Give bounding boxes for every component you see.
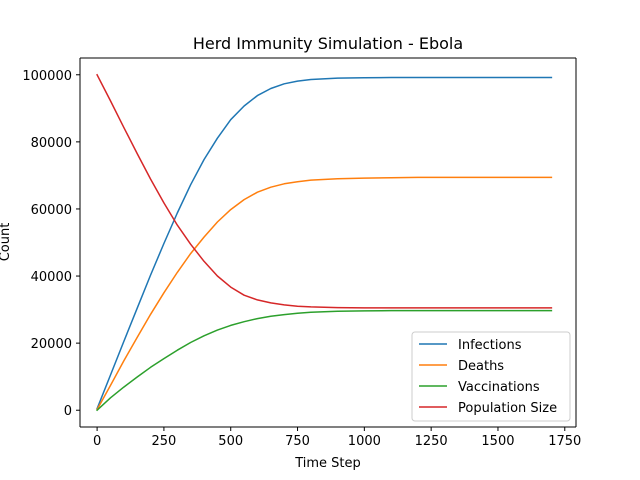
x-tick-label-0: 0 <box>93 434 101 449</box>
legend-label-3: Population Size <box>458 401 557 416</box>
series-line-1 <box>96 176 553 411</box>
x-axis-title: Time Step <box>294 456 361 471</box>
y-tick-label-3: 60000 <box>31 203 72 218</box>
y-axis-ticks: 0 20000 40000 60000 80000 100000 <box>22 69 80 419</box>
legend-label-1: Deaths <box>458 359 504 374</box>
x-tick-label-4: 1000 <box>348 434 381 449</box>
y-tick-label-5: 100000 <box>22 69 72 84</box>
series-line-3 <box>96 73 553 309</box>
legend-frame <box>411 331 571 422</box>
y-tick-label-2: 40000 <box>31 270 72 285</box>
x-tick-label-2: 500 <box>218 434 243 449</box>
series-line-0 <box>96 76 553 410</box>
y-axis-title: Count <box>0 223 13 262</box>
y-tick-label-4: 80000 <box>31 136 72 151</box>
legend-label-2: Vaccinations <box>458 380 540 395</box>
y-tick-label-0: 0 <box>64 404 72 419</box>
series-layer <box>96 73 553 412</box>
x-tick-label-5: 1250 <box>415 434 448 449</box>
x-axis-ticks: 0 250 500 750 1000 1250 1500 1750 <box>93 427 581 449</box>
x-tick-label-3: 750 <box>285 434 310 449</box>
y-tick-label-1: 20000 <box>31 337 72 352</box>
legend: Infections Deaths Vaccinations Population S… <box>411 331 571 422</box>
x-tick-label-1: 250 <box>151 434 176 449</box>
x-tick-label-7: 1750 <box>548 434 581 449</box>
series-line-2 <box>96 309 553 412</box>
axes-layer <box>79 57 577 428</box>
x-tick-label-6: 1500 <box>481 434 514 449</box>
chart-title: Herd Immunity Simulation - Ebola <box>193 34 463 53</box>
legend-label-0: Infections <box>458 338 522 353</box>
